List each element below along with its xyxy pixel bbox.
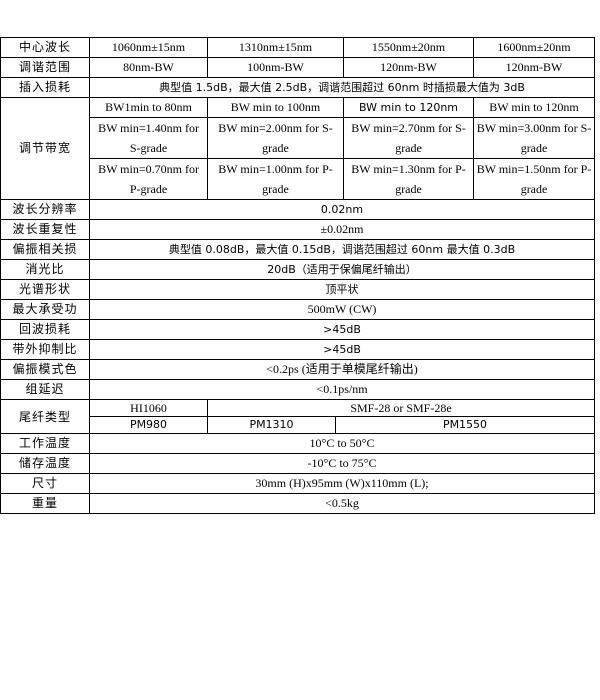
spec-table: 中心波长 1060nm±15nm 1310nm±15nm 1550nm±20nm… (0, 37, 596, 514)
row-tunable-bandwidth-s-grade: BW min=1.40nm for S-grade BW min=2.00nm … (1, 117, 596, 159)
row-label: 带外抑制比 (0, 339, 90, 360)
cell: >45dB (88, 339, 596, 360)
row-label: 插入损耗 (0, 77, 90, 98)
row-label: 消光比 (0, 259, 90, 280)
row-pmd: 偏振模式色 <0.2ps (适用于单模尾纤输出) (0, 359, 596, 380)
row-fiber-type-sm: 尾纤类型 HI1060 SMF-28 or SMF-28e (0, 399, 596, 434)
cell: <0.1ps/nm (88, 379, 596, 400)
row-center-wavelength: 中心波长 1060nm±15nm 1310nm±15nm 1550nm±20nm… (0, 37, 596, 58)
cell: BW min=2.70nm for S-grade (343, 117, 475, 159)
cell: <0.2ps (适用于单模尾纤输出) (88, 359, 596, 380)
column-header: 1550nm±20nm (343, 37, 475, 58)
cell: BW min to 120nm (473, 97, 596, 118)
cell: ±0.02nm (88, 219, 596, 240)
row-label: 中心波长 (0, 37, 90, 58)
cell: BW1min to 80nm (89, 97, 208, 118)
cell: 120nm-BW (343, 57, 475, 78)
row-tunable-bandwidth-range: 调节带宽 BW1min to 80nm BW min to 100nm BW m… (0, 97, 596, 200)
cell: BW min=2.00nm for S-grade (206, 117, 345, 159)
row-pdl: 偏振相关损 典型值 0.08dB，最大值 0.15dB，调谐范围超过 60nm … (0, 239, 596, 260)
cell: 500mW (CW) (88, 299, 596, 320)
cell: 典型值 0.08dB，最大值 0.15dB，调谐范围超过 60nm 最大值 0.… (88, 239, 596, 260)
row-out-of-band-rejection: 带外抑制比 >45dB (0, 339, 596, 360)
cell: 120nm-BW (473, 57, 596, 78)
cell: -10°C to 75°C (88, 453, 596, 474)
cell: <0.5kg (88, 493, 596, 514)
row-return-loss: 回波损耗 >45dB (0, 319, 596, 340)
cell: BW min=1.00nm for P-grade (206, 158, 345, 200)
cell: PM1310 (207, 416, 336, 434)
cell: >45dB (88, 319, 596, 340)
row-tuning-range: 调谐范围 80nm-BW 100nm-BW 120nm-BW 120nm-BW (0, 57, 596, 78)
column-header: 1310nm±15nm (206, 37, 345, 58)
row-label: 偏振相关损 (0, 239, 90, 260)
cell: BW min=0.70nm for P-grade (89, 158, 208, 200)
cell: BW min=1.30nm for P-grade (343, 158, 475, 200)
row-label: 重量 (0, 493, 90, 514)
row-label: 光谱形状 (0, 279, 90, 300)
row-label: 波长重复性 (0, 219, 90, 240)
cell: 典型值 1.5dB，最大值 2.5dB，调谐范围超过 60nm 时插损最大值为 … (88, 77, 596, 98)
cell: SMF-28 or SMF-28e (206, 399, 596, 417)
cell: BW min to 100nm (206, 97, 345, 118)
cell: 80nm-BW (89, 57, 208, 78)
row-spectral-shape: 光谱形状 顶平状 (0, 279, 596, 300)
column-header: 1060nm±15nm (89, 37, 208, 58)
row-label: 组延迟 (0, 379, 90, 400)
row-label: 尺寸 (0, 473, 90, 494)
row-label: 储存温度 (0, 453, 90, 474)
row-dimensions: 尺寸 30mm (H)x95mm (W)x110mm (L); (0, 473, 596, 494)
column-header: 1600nm±20nm (473, 37, 596, 58)
cell: BW min=1.40nm for S-grade (89, 117, 208, 159)
row-max-power: 最大承受功 500mW (CW) (0, 299, 596, 320)
row-label: 调节带宽 (0, 97, 90, 200)
cell: 20dB（适用于保偏尾纤输出） (88, 259, 596, 280)
row-label: 调谐范围 (0, 57, 90, 78)
row-storage-temp: 储存温度 -10°C to 75°C (0, 453, 596, 474)
cell: BW min=1.50nm for P-grade (473, 158, 596, 200)
row-group-delay: 组延迟 <0.1ps/nm (0, 379, 596, 400)
row-label: 偏振模式色 (0, 359, 90, 380)
row-label: 波长分辨率 (0, 199, 90, 220)
row-weight: 重量 <0.5kg (0, 493, 596, 514)
row-wavelength-resolution: 波长分辨率 0.02nm (0, 199, 596, 220)
row-extinction-ratio: 消光比 20dB（适用于保偏尾纤输出） (0, 259, 596, 280)
cell: 30mm (H)x95mm (W)x110mm (L); (88, 473, 596, 494)
cell: HI1060 (89, 399, 208, 417)
cell: PM980 (89, 416, 208, 434)
row-wavelength-repeatability: 波长重复性 ±0.02nm (0, 219, 596, 240)
cell: 100nm-BW (206, 57, 345, 78)
cell: BW min=3.00nm for S-grade (473, 117, 596, 159)
row-insertion-loss: 插入损耗 典型值 1.5dB，最大值 2.5dB，调谐范围超过 60nm 时插损… (0, 77, 596, 98)
row-fiber-type-pm: PM980 PM1310 PM1550 (1, 416, 596, 434)
row-label: 回波损耗 (0, 319, 90, 340)
row-label: 工作温度 (0, 433, 90, 454)
row-operating-temp: 工作温度 10°C to 50°C (0, 433, 596, 454)
cell: 顶平状 (88, 279, 596, 300)
cell: 10°C to 50°C (88, 433, 596, 454)
cell: BW min to 120nm (343, 97, 475, 118)
row-tunable-bandwidth-p-grade: BW min=0.70nm for P-grade BW min=1.00nm … (1, 158, 596, 200)
cell: PM1550 (334, 416, 596, 434)
cell: 0.02nm (88, 199, 596, 220)
row-label: 尾纤类型 (0, 399, 90, 434)
row-label: 最大承受功 (0, 299, 90, 320)
